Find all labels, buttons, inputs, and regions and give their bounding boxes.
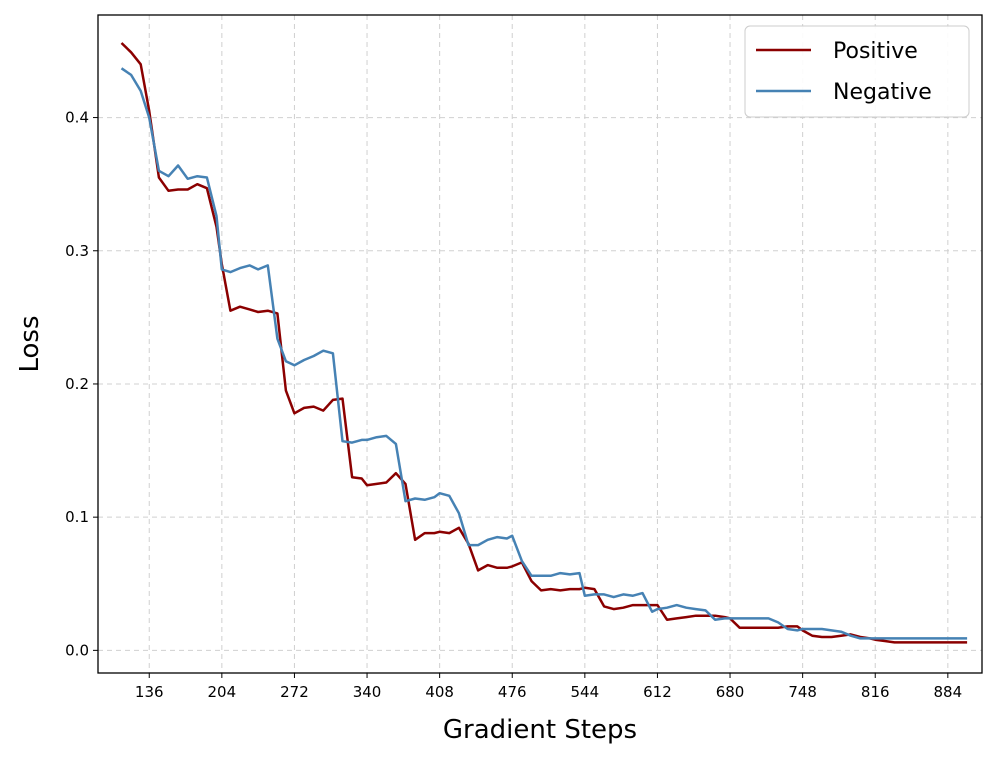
grid-lines — [98, 15, 982, 673]
y-tick-label: 0.3 — [65, 242, 89, 260]
series-layer — [120, 42, 968, 644]
x-tick-label: 204 — [208, 683, 237, 701]
plot-area-frame — [97, 14, 983, 674]
x-tick-label: 884 — [934, 683, 963, 701]
y-tick-label: 0.2 — [65, 375, 89, 393]
x-axis-ticks: 136 204 272 340 408 476 544 612 680 748 816 884 — [135, 673, 962, 701]
y-tick-label: 0.1 — [65, 508, 89, 526]
legend-label-positive: Positive — [833, 39, 918, 64]
x-tick-label: 272 — [280, 683, 309, 701]
y-axis-label: Loss — [15, 315, 45, 372]
x-tick-label: 544 — [571, 683, 600, 701]
series-line-negative — [120, 67, 968, 640]
series-line-positive — [120, 42, 968, 644]
x-tick-label: 476 — [498, 683, 527, 701]
legend: Positive Negative — [744, 25, 970, 118]
legend-label-negative: Negative — [833, 80, 932, 105]
x-tick-label: 136 — [135, 683, 164, 701]
x-tick-label: 340 — [353, 683, 382, 701]
y-tick-label: 0.4 — [65, 109, 89, 127]
x-tick-label: 816 — [861, 683, 890, 701]
x-tick-label: 612 — [643, 683, 672, 701]
x-axis-label: Gradient Steps — [443, 715, 637, 745]
x-tick-label: 748 — [788, 683, 817, 701]
y-axis-ticks: 0.0 0.1 0.2 0.3 0.4 — [65, 109, 98, 659]
y-tick-label: 0.0 — [65, 641, 89, 659]
x-tick-label: 680 — [716, 683, 745, 701]
x-tick-label: 408 — [425, 683, 454, 701]
